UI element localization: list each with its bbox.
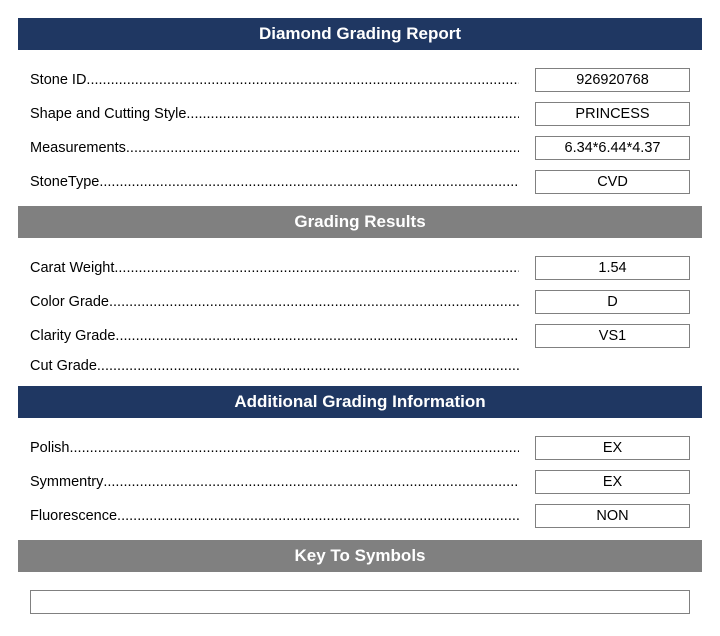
label-text: Fluorescence xyxy=(30,508,117,524)
row-carat: Carat Weight 1.54 xyxy=(18,256,702,280)
label-fluorescence: Fluorescence xyxy=(30,508,519,524)
row-fluorescence: Fluorescence NON xyxy=(18,504,702,528)
label-stone-id: Stone ID xyxy=(30,72,519,88)
label-text: Measurements xyxy=(30,140,126,156)
value-polish: EX xyxy=(535,436,690,460)
row-cut: Cut Grade xyxy=(18,358,702,374)
row-color: Color Grade D xyxy=(18,290,702,314)
label-color: Color Grade xyxy=(30,294,519,310)
label-stone-type: StoneType xyxy=(30,174,519,190)
value-stone-type: CVD xyxy=(535,170,690,194)
label-cut: Cut Grade xyxy=(30,358,519,374)
section-header-additional: Additional Grading Information xyxy=(18,386,702,418)
section-header-diamond: Diamond Grading Report xyxy=(18,18,702,50)
row-shape: Shape and Cutting Style PRINCESS xyxy=(18,102,702,126)
label-text: Carat Weight xyxy=(30,260,114,276)
section-header-grading: Grading Results xyxy=(18,206,702,238)
row-measurements: Measurements 6.34*6.44*4.37 xyxy=(18,136,702,160)
key-box-row xyxy=(18,590,702,614)
row-polish: Polish EX xyxy=(18,436,702,460)
value-symmetry: EX xyxy=(535,470,690,494)
value-color: D xyxy=(535,290,690,314)
value-clarity: VS1 xyxy=(535,324,690,348)
row-stone-id: Stone ID 926920768 xyxy=(18,68,702,92)
row-stone-type: StoneType CVD xyxy=(18,170,702,194)
row-symmetry: Symmentry EX xyxy=(18,470,702,494)
label-text: Symmentry xyxy=(30,474,103,490)
label-measurements: Measurements xyxy=(30,140,519,156)
label-shape: Shape and Cutting Style xyxy=(30,106,519,122)
key-symbols-box xyxy=(30,590,690,614)
label-text: Color Grade xyxy=(30,294,109,310)
label-polish: Polish xyxy=(30,440,519,456)
value-shape: PRINCESS xyxy=(535,102,690,126)
label-text: Shape and Cutting Style xyxy=(30,106,186,122)
section-header-key: Key To Symbols xyxy=(18,540,702,572)
row-clarity: Clarity Grade VS1 xyxy=(18,324,702,348)
label-carat: Carat Weight xyxy=(30,260,519,276)
value-stone-id: 926920768 xyxy=(535,68,690,92)
label-text: Stone ID xyxy=(30,72,86,88)
value-fluorescence: NON xyxy=(535,504,690,528)
label-text: Cut Grade xyxy=(30,358,97,374)
label-symmetry: Symmentry xyxy=(30,474,519,490)
value-carat: 1.54 xyxy=(535,256,690,280)
label-text: Polish xyxy=(30,440,70,456)
value-measurements: 6.34*6.44*4.37 xyxy=(535,136,690,160)
label-text: Clarity Grade xyxy=(30,328,115,344)
label-clarity: Clarity Grade xyxy=(30,328,519,344)
label-text: StoneType xyxy=(30,174,99,190)
